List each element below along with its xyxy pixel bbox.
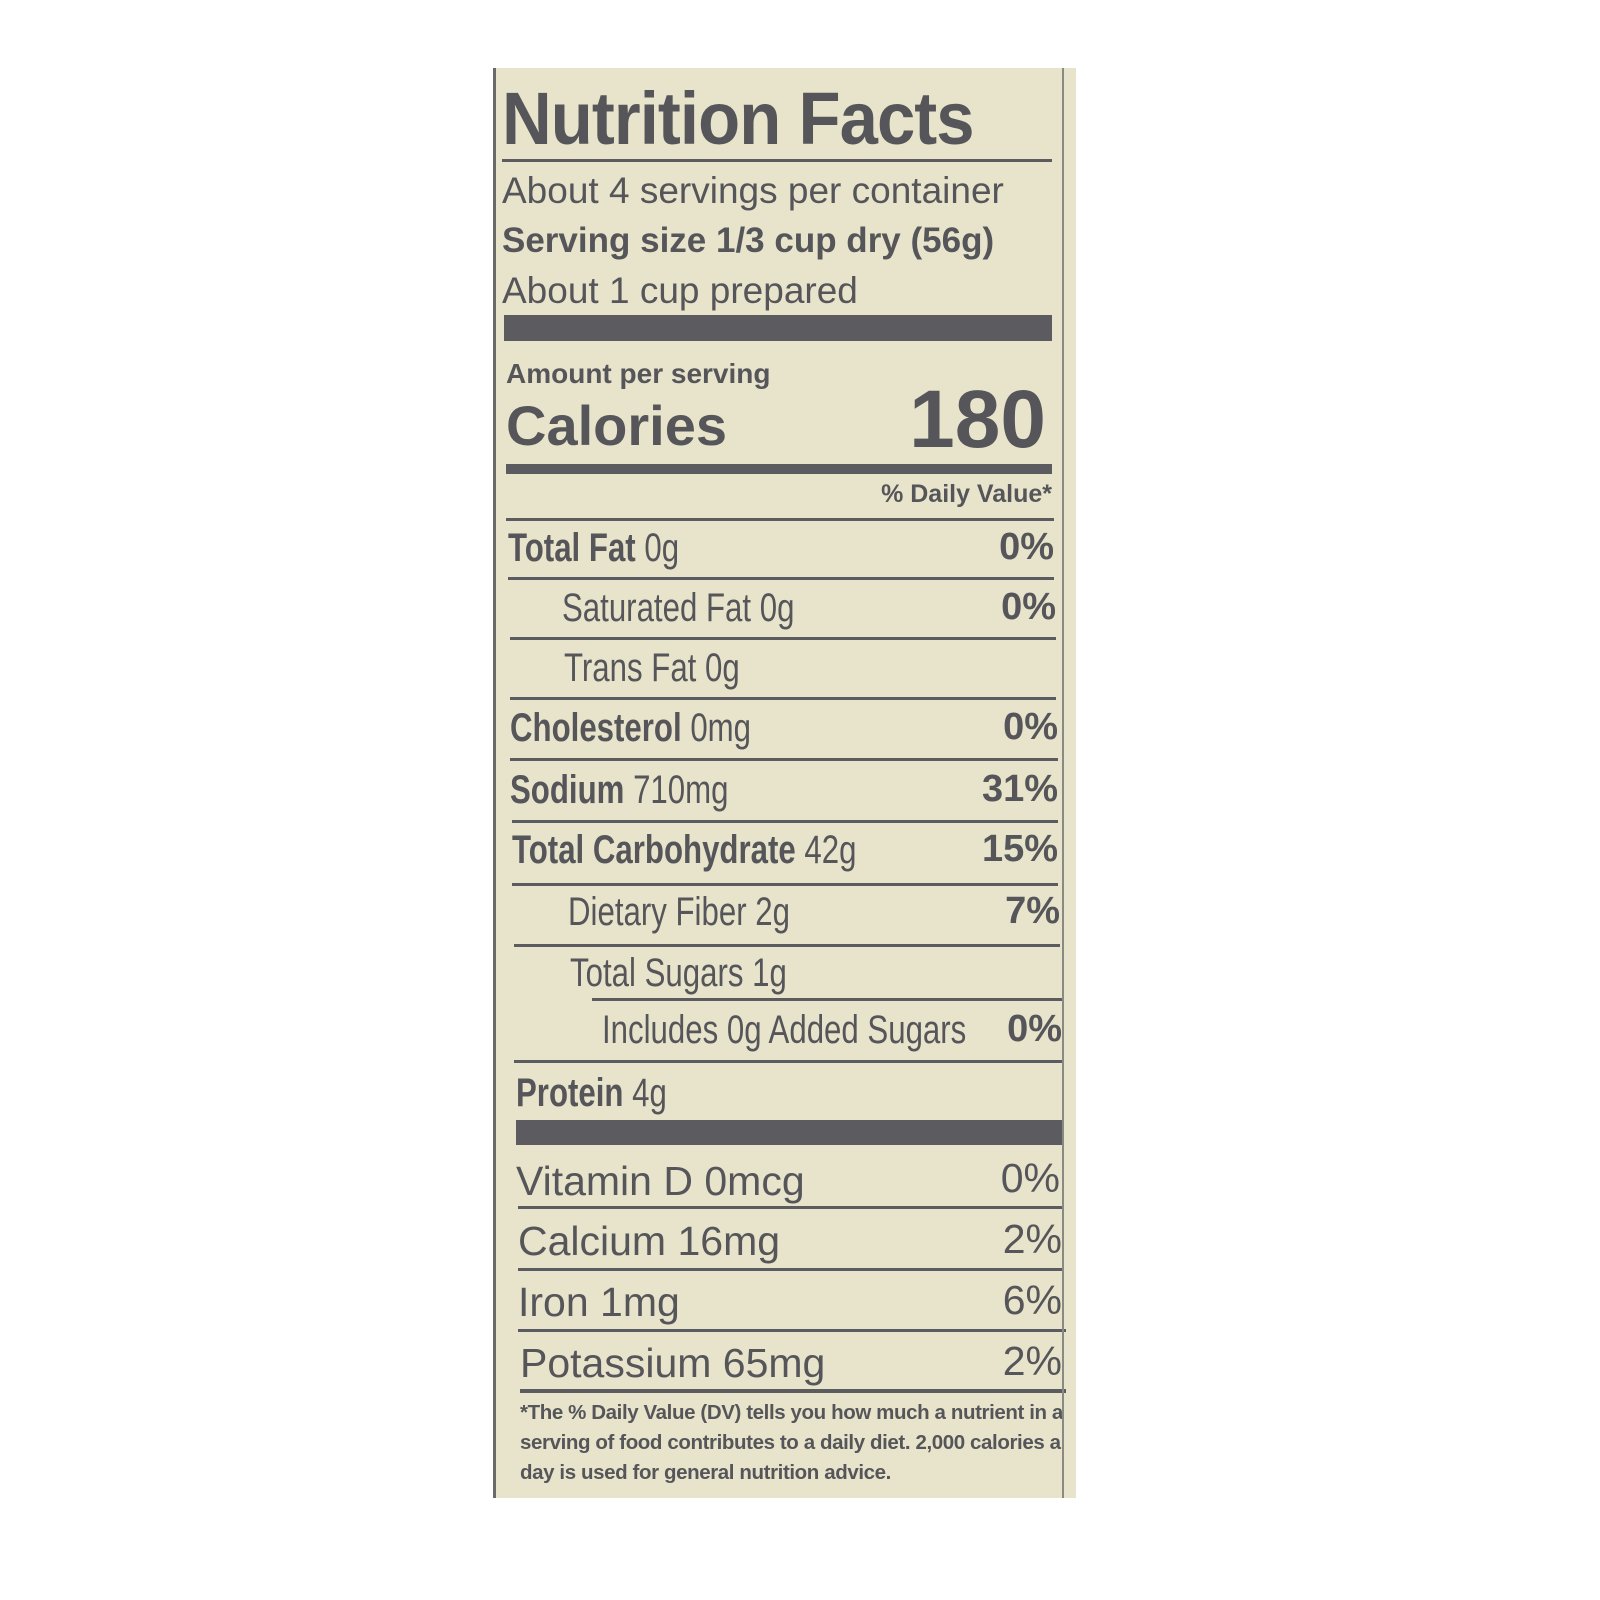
servings-per-container: About 4 servings per container (502, 170, 1004, 211)
divider (510, 637, 1056, 640)
nutrient-name: Trans Fat (564, 646, 697, 690)
nutrient-amount: 0g (705, 646, 740, 690)
thick-divider (516, 1120, 1062, 1145)
amount-per-serving: Amount per serving (506, 358, 771, 389)
divider (506, 518, 1054, 521)
medium-divider (506, 464, 1052, 474)
divider (510, 758, 1058, 761)
nutrient-row-dietary-fiber: Dietary Fiber 2g (568, 890, 853, 935)
nutrient-dv: 0% (1007, 1008, 1062, 1050)
vitamin-dv: 2% (1002, 1338, 1062, 1384)
nutrient-dv: 0% (999, 526, 1054, 568)
divider (502, 159, 1052, 162)
footnote: *The % Daily Value (DV) tells you how mu… (520, 1401, 1063, 1484)
calories-value: 180 (909, 374, 1046, 465)
nutrient-name: Total Fat (508, 526, 636, 570)
nutrient-amount: 0mg (690, 706, 752, 750)
nutrient-amount: 2g (755, 890, 790, 934)
divider (518, 1329, 1066, 1332)
nutrient-amount: 4g (632, 1071, 667, 1115)
nutrient-row-total-sugars: Total Sugars 1g (570, 951, 848, 996)
nutrient-row-protein: Protein 4g (516, 1071, 709, 1116)
divider (520, 1389, 1066, 1393)
nutrient-amount: 0g (644, 526, 680, 570)
nutrient-row-trans-fat: Trans Fat 0g (564, 646, 789, 691)
vitamin-row-potassium: Potassium 65mg (520, 1340, 826, 1386)
serving-size: Serving size 1/3 cup dry (56g) (502, 221, 995, 260)
divider (512, 883, 1058, 886)
calories-label: Calories (506, 394, 727, 457)
nutrient-name: Cholesterol (510, 706, 682, 750)
vitamin-row-iron: Iron 1mg (518, 1279, 680, 1325)
nutrition-facts-label: Nutrition Facts About 4 servings per con… (493, 68, 1076, 1498)
divider (510, 697, 1056, 700)
thick-divider (504, 315, 1052, 341)
vitamin-row-vitamin-d: Vitamin D 0mcg (516, 1158, 805, 1204)
vitamin-dv: 2% (1002, 1216, 1062, 1262)
nutrient-name: Saturated Fat (562, 586, 752, 630)
nutrient-name: Total Carbohydrate (512, 828, 796, 872)
nutrient-row-total-carbohydrate: Total Carbohydrate 42g (512, 828, 954, 873)
nutrient-amount: 0g (759, 586, 795, 630)
divider (514, 1060, 1062, 1063)
divider (592, 998, 1062, 1001)
nutrient-amount: 710mg (633, 768, 729, 812)
nutrient-name: Total Sugars (570, 951, 744, 995)
vitamin-dv: 6% (1002, 1277, 1062, 1323)
vitamin-dv: 0% (1000, 1155, 1060, 1201)
nutrient-amount: 1g (752, 951, 787, 995)
nutrient-dv: 15% (981, 828, 1058, 870)
divider (518, 1268, 1064, 1271)
nutrient-row-saturated-fat: Saturated Fat 0g (562, 586, 860, 631)
nutrient-dv: 7% (1005, 890, 1060, 932)
prepared-note: About 1 cup prepared (502, 270, 858, 311)
nutrient-row-sodium: Sodium 710mg (510, 768, 790, 813)
nutrient-dv: 0% (1003, 706, 1058, 748)
nutrient-name: Dietary Fiber (568, 890, 747, 934)
nutrient-row-cholesterol: Cholesterol 0mg (510, 706, 819, 751)
nutrient-name: Sodium (510, 768, 625, 812)
nutrient-row-added-sugars: Includes 0g Added Sugars (602, 1008, 1069, 1053)
nutrient-dv: 0% (1001, 586, 1056, 628)
vitamin-row-calcium: Calcium 16mg (518, 1218, 781, 1264)
nutrient-name: Protein (516, 1071, 624, 1115)
divider (508, 577, 1054, 580)
daily-value-header: % Daily Value* (881, 480, 1052, 508)
divider (514, 944, 1060, 947)
nutrient-dv: 31% (981, 768, 1058, 810)
divider (512, 820, 1058, 823)
nutrient-row-total-fat: Total Fat 0g (508, 526, 727, 571)
divider (518, 1206, 1064, 1209)
title: Nutrition Facts (502, 77, 975, 160)
nutrient-name: Includes 0g Added Sugars (602, 1008, 967, 1052)
nutrient-amount: 42g (804, 828, 857, 872)
